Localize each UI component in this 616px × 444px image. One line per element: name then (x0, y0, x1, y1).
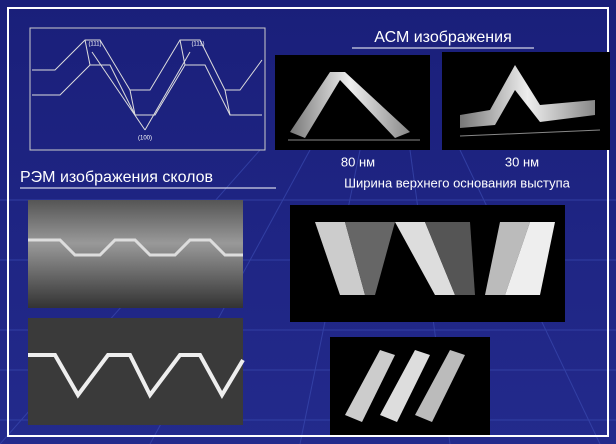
afm-caption: 80 нм (341, 154, 375, 169)
diagram-label: (111) (191, 42, 204, 48)
sem-image (28, 200, 243, 308)
sem-image (28, 318, 243, 425)
afm-image (442, 52, 610, 150)
slide: (111) (111) (100) АСМ изображения 80 нм … (0, 0, 616, 444)
diagram-label: (111) (88, 42, 101, 48)
3d-image (330, 337, 490, 435)
afm-caption: 30 нм (505, 154, 539, 169)
afm-description: Ширина верхнего основания выступа (344, 175, 571, 190)
3d-image (290, 205, 565, 322)
diagram-label: (100) (138, 136, 152, 142)
sem-title: РЭМ изображения сколов (20, 169, 213, 186)
afm-title: АСМ изображения (374, 29, 511, 46)
afm-image (275, 55, 430, 150)
